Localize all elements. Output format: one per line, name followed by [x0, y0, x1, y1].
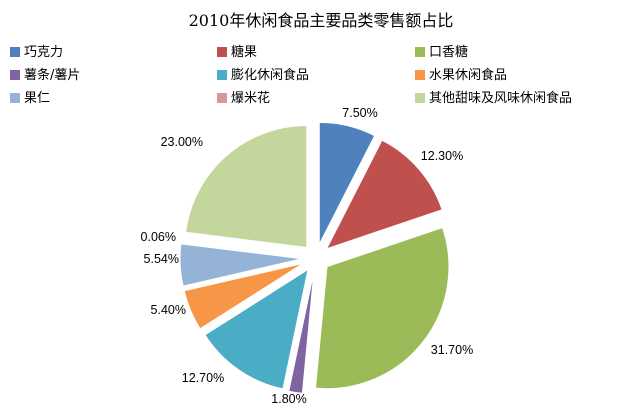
pie-slice-2 [314, 226, 450, 390]
legend-label-6: 果仁 [24, 91, 50, 106]
data-label-0: 7.50% [342, 106, 377, 120]
data-label-8: 23.00% [161, 135, 203, 149]
data-label-2: 31.70% [431, 343, 473, 357]
pie-slice-8 [185, 124, 308, 249]
data-labels: 7.50% 12.30% 31.70% 1.80% 12.70% 5.40% 5.54% 0.… [141, 106, 474, 406]
legend-label-2: 口香糖 [429, 44, 468, 60]
legend-swatch-4 [217, 70, 227, 80]
data-label-6: 5.54% [144, 252, 179, 266]
legend-swatch-8 [415, 93, 425, 103]
legend-label-1: 糖果 [231, 44, 257, 60]
legend-swatch-0 [10, 47, 20, 57]
legend-swatch-7 [217, 93, 227, 103]
chart-title: 2010年休闲食品主要品类零售额占比 [189, 11, 454, 30]
pie-slice-1 [325, 139, 443, 250]
legend-swatch-5 [415, 70, 425, 80]
legend-swatch-3 [10, 70, 20, 80]
legend-label-4: 膨化休闲食品 [231, 67, 309, 83]
legend-label-7: 爆米花 [231, 90, 270, 106]
legend-swatch-6 [10, 93, 20, 103]
data-label-4: 12.70% [182, 371, 224, 385]
pie-slices [179, 121, 450, 394]
pie-slice-7 [180, 240, 303, 257]
pie-slice-3 [288, 271, 315, 394]
pie-slice-0 [318, 121, 376, 245]
data-label-5: 5.40% [151, 303, 186, 317]
pie-slice-4 [204, 268, 309, 390]
data-label-7: 0.06% [141, 230, 176, 244]
pie-slice-6 [179, 243, 303, 287]
legend-label-5: 水果休闲食品 [429, 67, 507, 83]
legend-swatch-2 [415, 47, 425, 57]
data-label-1: 12.30% [421, 149, 463, 163]
pie-slice-5 [183, 262, 304, 330]
legend-label-3: 薯条/薯片 [24, 67, 80, 83]
legend-label-0: 巧克力 [24, 45, 63, 60]
legend-swatch-1 [217, 47, 227, 57]
data-label-3: 1.80% [271, 392, 306, 406]
legend-label-8: 其他甜味及风味休闲食品 [429, 90, 572, 106]
